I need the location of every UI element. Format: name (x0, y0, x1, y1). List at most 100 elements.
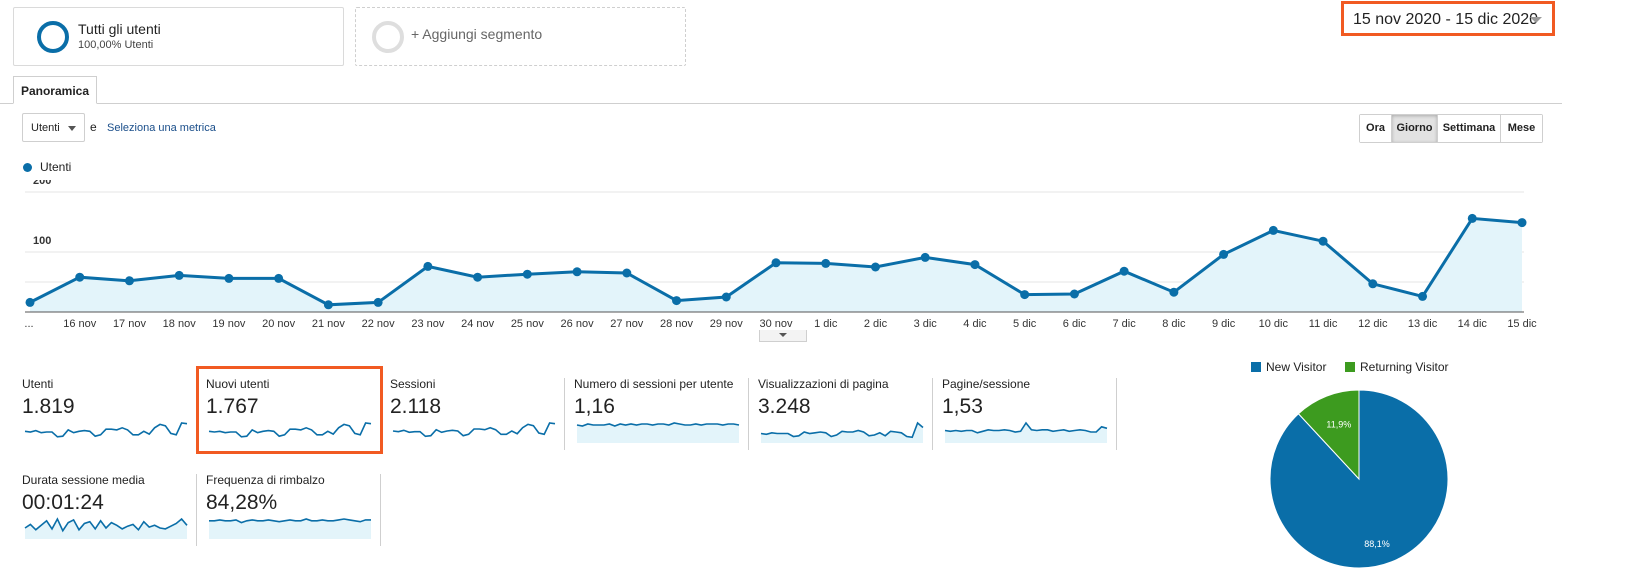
data-point (1069, 289, 1079, 299)
period-week-button[interactable]: Settimana (1438, 115, 1501, 142)
metric-tile-pageviews[interactable]: Visualizzazioni di pagina 3.248 (758, 377, 938, 457)
pie-slice-label: 11,9% (1326, 420, 1351, 430)
x-tick-label: 28 nov (660, 318, 694, 330)
data-point (771, 258, 781, 268)
y-tick-label: 200 (33, 180, 51, 187)
x-tick-label: 19 nov (212, 318, 246, 330)
pie-slice-label: 88,1% (1364, 539, 1390, 549)
metric-label: Utenti (22, 377, 54, 391)
pie-slice (1297, 390, 1360, 481)
sparkline (24, 422, 188, 438)
x-tick-label: 9 dic (1212, 318, 1236, 330)
x-tick-label: 27 nov (610, 318, 644, 330)
sparkline-line (209, 518, 371, 524)
legend-dot-icon (23, 163, 32, 172)
metric-tile-avg-session-duration[interactable]: Durata sessione media 00:01:24 (22, 473, 202, 553)
sparkline (392, 422, 556, 438)
sparkline-line (24, 422, 188, 438)
metric-label: Sessioni (390, 377, 436, 391)
data-point (373, 297, 383, 307)
x-tick-label: 7 dic (1113, 318, 1137, 330)
add-segment-label: + Aggiungi segmento (411, 26, 543, 42)
data-point (622, 268, 632, 278)
data-point (124, 276, 134, 286)
metric-tile-sessions-per-user[interactable]: Numero di sessioni per utente 1,16 (574, 377, 754, 457)
data-point (423, 261, 433, 271)
and-connector: e (90, 120, 97, 134)
metric-value: 2.118 (390, 395, 441, 418)
chart-collapse-handle[interactable] (759, 330, 807, 342)
sparkline-line (760, 421, 924, 439)
data-point (1517, 218, 1527, 228)
x-tick-label: 21 nov (312, 318, 346, 330)
data-point (721, 292, 731, 302)
period-toggle-group: Ora Giorno Settimana Mese (1359, 114, 1543, 143)
tile-divider (748, 378, 749, 450)
segment-subtitle: 100,00% Utenti (78, 39, 154, 51)
pie-legend-new-visitor[interactable]: New Visitor (1251, 360, 1326, 374)
x-tick-label: 26 nov (561, 318, 595, 330)
data-point (572, 267, 582, 277)
data-point (1418, 291, 1428, 301)
sparkline-line (24, 517, 188, 533)
metric-value: 1.767 (206, 395, 259, 418)
pie-legend-returning-visitor[interactable]: Returning Visitor (1345, 360, 1449, 374)
metric-label: Visualizzazioni di pagina (758, 377, 889, 391)
metric-label: Nuovi utenti (206, 377, 270, 391)
metric-select-value: Utenti (31, 122, 60, 134)
metric-label: Pagine/sessione (942, 377, 1031, 391)
tile-divider (932, 378, 933, 450)
x-tick-label: 12 dic (1358, 318, 1388, 330)
data-point (1467, 213, 1477, 223)
data-point (1368, 279, 1378, 289)
segment-all-users[interactable]: Tutti gli utenti 100,00% Utenti (13, 7, 344, 66)
tile-divider (1116, 378, 1117, 450)
segment-ring-icon (37, 21, 69, 53)
metric-select[interactable]: Utenti (22, 113, 85, 142)
add-segment-button[interactable]: + Aggiungi segmento (355, 7, 686, 66)
x-tick-label: 29 nov (710, 318, 744, 330)
sparkline-line (944, 421, 1108, 434)
users-line-chart[interactable]: 100 200... 16 nov 17 nov 18 nov 19 nov 20 nov 2… (0, 180, 1560, 330)
data-point (970, 260, 980, 270)
x-tick-label: 24 nov (461, 318, 495, 330)
data-point (1119, 266, 1129, 276)
period-hour-button[interactable]: Ora (1360, 115, 1392, 142)
tile-divider (564, 378, 565, 450)
date-range-picker[interactable]: 15 nov 2020 - 15 dic 2020 (1341, 1, 1555, 36)
sparkline (576, 422, 740, 443)
x-tick-label: 20 nov (262, 318, 296, 330)
metric-tile-users[interactable]: Utenti 1.819 (22, 377, 202, 457)
data-point (274, 273, 284, 283)
sparkline-line (392, 422, 556, 438)
chart-legend-label: Utenti (40, 160, 72, 174)
x-tick-label: 8 dic (1162, 318, 1186, 330)
metric-tile-bounce-rate[interactable]: Frequenza di rimbalzo 84,28% (206, 473, 386, 553)
data-point (75, 272, 85, 282)
new-visitor-swatch (1251, 362, 1261, 372)
data-point (323, 300, 333, 310)
period-month-button[interactable]: Mese (1501, 115, 1542, 142)
data-point (224, 273, 234, 283)
metric-tile-new-users[interactable]: Nuovi utenti 1.767 (206, 377, 386, 457)
x-tick-label: 6 dic (1063, 318, 1087, 330)
tab-overview[interactable]: Panoramica (13, 76, 97, 104)
x-tick-label: 2 dic (864, 318, 888, 330)
data-point (1318, 236, 1328, 246)
tile-divider (196, 474, 197, 546)
sparkline-area (945, 423, 1107, 443)
pie-legend-label: Returning Visitor (1360, 360, 1449, 374)
metric-value: 3.248 (758, 395, 811, 418)
metric-tile-sessions[interactable]: Sessioni 2.118 (390, 377, 570, 457)
select-metric-link[interactable]: Seleziona una metrica (107, 122, 216, 134)
x-tick-label: 1 dic (814, 318, 838, 330)
metric-tile-pages-per-session[interactable]: Pagine/sessione 1,53 (942, 377, 1122, 457)
period-day-button[interactable]: Giorno (1392, 115, 1438, 142)
visitor-type-pie-chart[interactable]: 88,1% 11,9% (1270, 390, 1450, 585)
metric-value: 1,53 (942, 395, 983, 418)
metric-value: 84,28% (206, 491, 278, 514)
pie-legend-label: New Visitor (1266, 360, 1327, 374)
highlight-annotation (196, 366, 383, 454)
chevron-down-icon (68, 126, 76, 131)
x-tick-label: 18 nov (163, 318, 197, 330)
